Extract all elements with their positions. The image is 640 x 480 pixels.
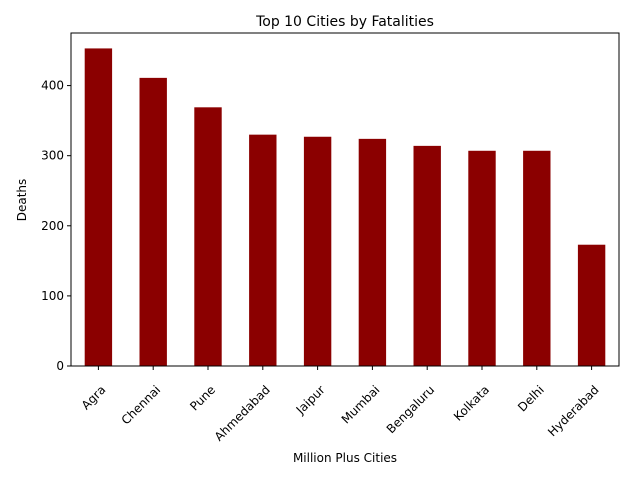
x-tick-label: Mumbai bbox=[339, 383, 383, 427]
bar-ahmedabad bbox=[249, 134, 277, 366]
bar-bengaluru bbox=[413, 145, 441, 366]
bar-chennai bbox=[139, 77, 167, 366]
bar-kolkata bbox=[468, 150, 496, 366]
y-tick-label: 100 bbox=[41, 289, 64, 303]
bar-agra bbox=[84, 48, 113, 366]
x-tick-label: Kolkata bbox=[451, 383, 492, 424]
x-axis-label: Million Plus Cities bbox=[293, 451, 397, 465]
y-axis-ticks: 0 100 200 300 400 bbox=[41, 79, 71, 373]
bars-group bbox=[84, 48, 606, 366]
x-tick-label: Pune bbox=[187, 383, 218, 414]
y-tick-label: 300 bbox=[41, 149, 64, 163]
x-tick-label: Delhi bbox=[515, 383, 547, 415]
x-tick-label: Chennai bbox=[119, 383, 164, 428]
x-tick-label: Bengaluru bbox=[384, 383, 438, 437]
chart-title: Top 10 Cities by Fatalities bbox=[255, 14, 434, 30]
x-tick-label: Hyderabad bbox=[545, 383, 602, 440]
bar-mumbai bbox=[358, 138, 387, 366]
y-tick-label: 0 bbox=[56, 359, 64, 373]
y-tick-label: 200 bbox=[41, 219, 64, 233]
x-tick-label: Agra bbox=[79, 383, 109, 413]
bar-pune bbox=[194, 107, 222, 366]
y-tick-label: 400 bbox=[41, 79, 64, 93]
x-tick-label: Jaipur bbox=[293, 383, 328, 418]
y-axis-label: Deaths bbox=[15, 179, 29, 222]
plot-frame bbox=[70, 32, 620, 367]
bar-jaipur bbox=[303, 136, 332, 366]
bar-hyderabad bbox=[577, 244, 606, 366]
bar-delhi bbox=[523, 150, 551, 366]
x-tick-label: Ahmedabad bbox=[212, 383, 273, 444]
